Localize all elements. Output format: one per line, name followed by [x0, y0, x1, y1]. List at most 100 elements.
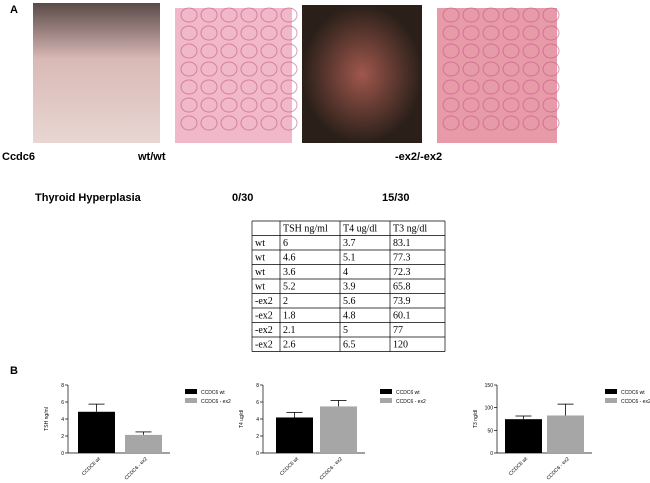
cell: [220, 7, 238, 23]
y-tick-label: 6: [61, 400, 64, 406]
legend-swatch: [185, 389, 197, 394]
cell: [522, 115, 540, 131]
cell: [482, 79, 500, 95]
x-tick-label: CCDC6 - ex2: [546, 456, 571, 481]
label: A: [10, 4, 18, 16]
table-cell: 83.1: [393, 238, 411, 249]
y-tick-label: 0: [490, 451, 493, 457]
histology-mut: [437, 8, 557, 143]
cell: [260, 7, 278, 23]
table-cell: 120: [393, 340, 408, 351]
y-axis-label: T4 ug/dl: [239, 410, 245, 428]
cell: [482, 43, 500, 59]
table-cell: 4: [343, 267, 348, 278]
cell: [280, 97, 298, 113]
legend-swatch: [380, 389, 392, 394]
y-axis-label: T3 ng/dl: [473, 410, 479, 428]
label: 15/30: [382, 192, 410, 204]
cell: [260, 25, 278, 41]
cell: [522, 7, 540, 23]
cell: [542, 97, 560, 113]
table-cell: 5.2: [283, 282, 296, 293]
y-axis-label: TSH ng/ml: [44, 407, 50, 431]
table-header: TSH ng/ml: [283, 224, 328, 235]
cell: [200, 43, 218, 59]
table-cell: 77.3: [393, 253, 411, 264]
cell: [220, 43, 238, 59]
table-cell: 2: [283, 296, 288, 307]
y-tick-label: 8: [256, 383, 259, 389]
cell: [280, 7, 298, 23]
cell: [260, 61, 278, 77]
table-cell: 1.8: [283, 311, 296, 322]
cell: [200, 115, 218, 131]
table-cell: 5.1: [343, 253, 356, 264]
cell: [462, 61, 480, 77]
cell: [462, 97, 480, 113]
legend-label: CCDC6 - ex2: [396, 399, 426, 405]
label: wt/wt: [137, 151, 166, 163]
cell: [482, 61, 500, 77]
cell: [482, 97, 500, 113]
bar: [78, 411, 115, 453]
label: B: [10, 365, 18, 377]
cell: [522, 25, 540, 41]
cell: [442, 43, 460, 59]
bar: [320, 406, 357, 453]
y-tick-label: 150: [485, 383, 494, 389]
x-tick-label: CCDC6 - ex2: [124, 456, 149, 481]
cell-pattern: [180, 7, 560, 131]
legend-label: CCDC6 wt: [201, 390, 225, 396]
label: Thyroid Hyperplasia: [35, 192, 142, 204]
cell: [180, 7, 198, 23]
cell: [462, 43, 480, 59]
label: Ccdc6: [2, 151, 35, 163]
cell: [502, 25, 520, 41]
photo-trachea-wt: [33, 3, 160, 143]
table-cell: 2.6: [283, 340, 296, 351]
label: 0/30: [232, 192, 253, 204]
cell: [502, 7, 520, 23]
cell: [542, 61, 560, 77]
table-cell: 73.9: [393, 296, 411, 307]
cell: [280, 115, 298, 131]
cell: [240, 43, 258, 59]
cell: [522, 61, 540, 77]
y-tick-label: 2: [256, 434, 259, 440]
cell: [200, 79, 218, 95]
cell: [220, 97, 238, 113]
photo-thyroid-mut: [302, 5, 422, 143]
legend-swatch: [380, 398, 392, 403]
cell: [442, 61, 460, 77]
table-cell: 72.3: [393, 267, 411, 278]
cell: [442, 7, 460, 23]
table-cell: wt: [255, 238, 265, 249]
cell: [280, 79, 298, 95]
cell: [462, 115, 480, 131]
bar: [505, 419, 542, 453]
cell: [542, 115, 560, 131]
cell: [462, 79, 480, 95]
table-cell: 3.7: [343, 238, 356, 249]
cell: [442, 115, 460, 131]
legend-swatch: [185, 398, 197, 403]
legend-label: CCDC6 - ex2: [201, 399, 231, 405]
cell: [260, 115, 278, 131]
table-cell: -ex2: [255, 296, 273, 307]
cell: [502, 61, 520, 77]
cell: [442, 25, 460, 41]
legend-label: CCDC6 wt: [396, 390, 420, 396]
cell: [502, 43, 520, 59]
table-cell: 3.9: [343, 282, 356, 293]
cell: [180, 115, 198, 131]
label: -ex2/-ex2: [395, 151, 442, 163]
cell: [260, 97, 278, 113]
table-header: T4 ug/dl: [343, 224, 377, 235]
cell: [200, 7, 218, 23]
cell: [220, 61, 238, 77]
cell: [442, 97, 460, 113]
y-tick-label: 50: [487, 428, 493, 434]
cell: [482, 115, 500, 131]
cell: [240, 115, 258, 131]
cell: [180, 25, 198, 41]
